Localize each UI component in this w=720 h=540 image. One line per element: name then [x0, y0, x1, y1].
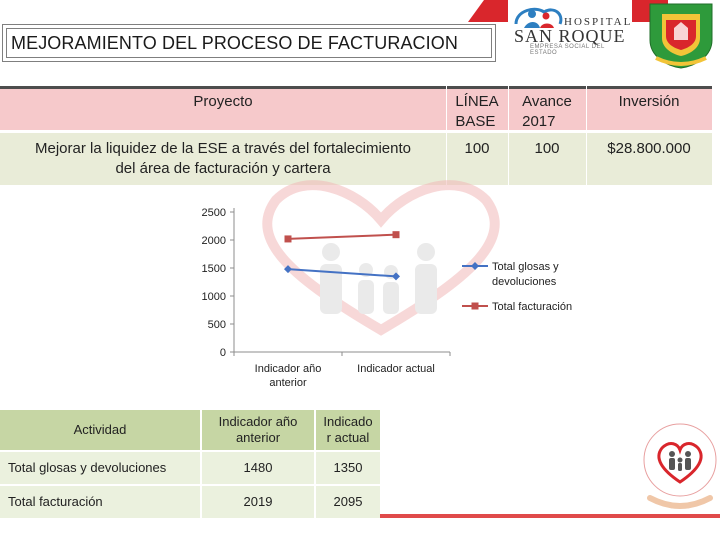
cell-proyecto: Mejorar la liquidez de la ESE a través d… [0, 133, 446, 185]
cell-proyecto-line1: Mejorar la liquidez de la ESE a través d… [34, 140, 412, 157]
data-point [284, 265, 292, 274]
col-divider [586, 86, 587, 185]
legend-label: Total glosas y [492, 261, 559, 273]
act-row2-anterior: 2019 [202, 486, 314, 518]
header-linea-base-line2: BASE [455, 113, 496, 130]
col-divider [446, 86, 447, 185]
cell-avance: 100 [508, 133, 586, 185]
act-row2-actual: 2095 [316, 486, 380, 518]
header-inversion-label: Inversión [618, 93, 680, 110]
header-linea-base-line1: LÍNEA [455, 93, 499, 110]
y-tick-label: 2000 [202, 235, 226, 247]
header-linea-base: LÍNEA BASE [446, 86, 508, 130]
act-row1-actual: 1350 [316, 452, 380, 484]
logo-line1: HOSPITAL [564, 16, 633, 28]
header-proyecto-label: Proyecto [193, 93, 253, 110]
hospital-heart-seal-icon [643, 423, 717, 509]
act-header-anterior: Indicador año anterior [202, 410, 314, 450]
page-title: MEJORAMIENTO DEL PROCESO DE FACTURACION [6, 28, 492, 58]
y-tick-label: 1000 [202, 291, 226, 303]
watermark-heart-family-icon [262, 180, 500, 336]
table-top-border [0, 86, 712, 89]
x-tick-label: anterior [269, 377, 307, 389]
logo-line2: SAN ROQUE [514, 26, 626, 46]
header-avance-line2: 2017 [522, 113, 556, 130]
x-tick-label: Indicador año [255, 363, 322, 375]
cell-inversion: $28.800.000 [586, 133, 712, 185]
series-line [287, 268, 397, 278]
table-mid-border [0, 130, 712, 133]
legend-label: devoluciones [492, 276, 557, 288]
data-point [284, 235, 292, 243]
header-proyecto: Proyecto [0, 86, 446, 130]
logo-subtitle: EMPRESA SOCIAL DEL ESTADO [530, 44, 605, 56]
y-tick-label: 2500 [202, 207, 226, 219]
col-divider [508, 86, 509, 185]
header-avance-line1: Avance [522, 93, 572, 110]
hospital-logo: HOSPITAL SAN ROQUE EMPRESA SOCIAL DEL ES… [508, 0, 632, 58]
line-chart: 0 500 1000 1500 2000 2500 Indicador año anterio… [202, 207, 573, 389]
act-row2-actividad: Total facturación [0, 486, 200, 518]
hospital-emblem-icon [514, 7, 563, 28]
y-tick-label: 500 [208, 319, 226, 331]
x-tick-label: Indicador actual [357, 363, 435, 375]
act-row1-actividad: Total glosas y devoluciones [0, 452, 200, 484]
act-row1-anterior: 1480 [202, 452, 314, 484]
title-frame: MEJORAMIENTO DEL PROCESO DE FACTURACION [2, 24, 496, 62]
data-point [392, 272, 400, 281]
act-header-actual: Indicado r actual [316, 410, 380, 450]
legend-swatch-marker [471, 302, 479, 310]
y-tick-label: 1500 [202, 263, 226, 275]
y-tick-label: 0 [220, 347, 226, 359]
header-avance: Avance 2017 [508, 86, 586, 130]
act-header-actividad: Actividad [0, 410, 200, 450]
cell-linea-base: 100 [446, 133, 508, 185]
series-line [287, 233, 397, 240]
legend-swatch-marker [471, 262, 479, 270]
legend-label: Total facturación [492, 301, 572, 313]
footer-red-stripe [380, 514, 720, 518]
header-inversion: Inversión [586, 86, 712, 130]
data-point [392, 231, 400, 239]
cell-proyecto-line2: del área de facturación y cartera [115, 160, 331, 177]
activity-table: Actividad Indicador año anterior Indicad… [0, 410, 380, 518]
municipal-shield-icon [649, 3, 713, 69]
